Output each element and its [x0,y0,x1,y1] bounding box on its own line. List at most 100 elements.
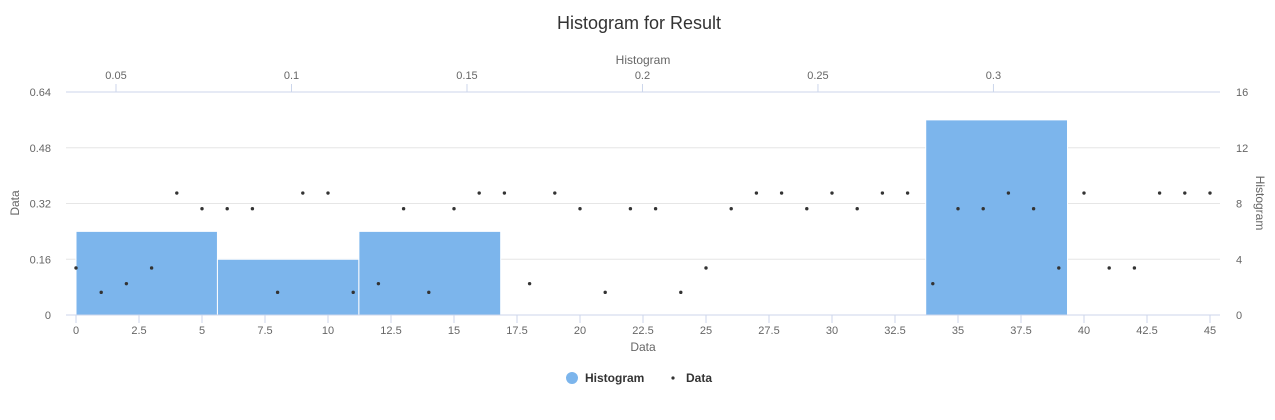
legend-item-data[interactable]: Data [671,371,712,385]
y2-tick-label: 0 [1236,310,1242,322]
data-point[interactable] [477,191,481,195]
data-point[interactable] [326,191,330,195]
x-tick-label: 10 [322,325,334,337]
y2-tick-label: 16 [1236,87,1248,99]
x-tick-label: 0 [73,325,79,337]
x2-tick-label: 0.3 [986,70,1001,82]
data-point[interactable] [1031,207,1036,211]
data-point[interactable] [578,207,582,211]
histogram-bar[interactable] [358,230,502,316]
data-point[interactable] [1183,191,1187,195]
y-tick-label: 0.64 [30,87,51,99]
y2-axis-title: Histogram [1253,176,1267,231]
histogram-bar[interactable] [75,230,218,316]
x-tick-label: 45 [1204,325,1216,337]
data-point[interactable] [275,290,280,295]
data-point[interactable] [729,207,733,211]
legend-histogram-swatch [566,372,578,384]
x-tick-label: 25 [700,325,712,337]
x-tick-label: 27.5 [758,325,779,337]
x2-tick-label: 0.05 [105,70,126,82]
data-point[interactable] [905,191,910,195]
data-point[interactable] [704,266,708,270]
data-point[interactable] [301,191,305,195]
data-point[interactable] [603,290,607,295]
x-tick-label: 12.5 [380,325,401,337]
data-point[interactable] [527,281,532,286]
data-point[interactable] [74,266,78,270]
data-point[interactable] [830,191,834,195]
data-point[interactable] [124,281,129,286]
data-point[interactable] [1107,266,1111,270]
data-point[interactable] [175,191,179,195]
x2-tick-label: 0.1 [284,70,299,82]
data-point[interactable] [452,207,456,211]
data-point[interactable] [679,290,683,295]
y-axis-title: Data [8,190,22,216]
x2-axis-title: Histogram [616,53,671,67]
data-point[interactable] [200,207,204,211]
data-point[interactable] [956,207,960,211]
x-tick-label: 30 [826,325,838,337]
x-tick-label: 35 [952,325,964,337]
legend-histogram-label: Histogram [585,371,644,385]
data-point[interactable] [981,207,985,211]
data-point[interactable] [754,191,759,195]
data-point[interactable] [376,281,381,286]
data-point[interactable] [1208,191,1212,195]
x-tick-label: 7.5 [257,325,272,337]
data-point[interactable] [1157,191,1162,195]
data-point[interactable] [351,290,355,295]
x-tick-label: 17.5 [506,325,527,337]
data-points [74,191,1212,295]
data-point[interactable] [628,207,633,211]
x-tick-label: 32.5 [884,325,905,337]
x-tick-label: 15 [448,325,460,337]
x-tick-label: 20 [574,325,586,337]
data-point[interactable] [1006,191,1011,195]
x-tick-label: 22.5 [632,325,653,337]
x-tick-label: 5 [199,325,205,337]
x2-tick-label: 0.15 [456,70,477,82]
data-point[interactable] [502,191,507,195]
y2-tick-label: 8 [1236,199,1242,211]
data-point[interactable] [149,266,154,270]
y-tick-label: 0.32 [30,199,51,211]
x-tick-label: 40 [1078,325,1090,337]
legend: Histogram Data [566,371,712,385]
x2-tick-label: 0.25 [807,70,828,82]
data-point[interactable] [805,207,809,211]
data-point[interactable] [855,207,859,211]
data-point[interactable] [931,281,935,286]
legend-item-histogram[interactable]: Histogram [566,371,644,385]
axes: 0 0.16 0.32 0.48 0.64 0 4 8 12 16 0 2.5 5 7.5 10 12.5 15… [30,70,1249,337]
x-axis-title: Data [630,340,656,354]
y2-tick-label: 12 [1236,143,1248,155]
y-tick-label: 0 [45,310,51,322]
data-point[interactable] [553,191,557,195]
legend-data-label: Data [686,371,712,385]
data-point[interactable] [401,207,406,211]
data-point[interactable] [653,207,658,211]
x2-tick-label: 0.2 [635,70,650,82]
data-point[interactable] [99,290,103,295]
histogram-bar[interactable] [925,119,1069,316]
legend-data-swatch [671,376,675,380]
data-point[interactable] [225,207,229,211]
y-tick-label: 0.16 [30,254,51,266]
data-point[interactable] [250,207,255,211]
data-point[interactable] [779,191,784,195]
y2-tick-label: 4 [1236,254,1242,266]
x-tick-label: 37.5 [1010,325,1031,337]
data-point[interactable] [1132,266,1137,270]
y-tick-label: 0.48 [30,143,51,155]
histogram-bar[interactable] [216,258,360,316]
histogram-bars [75,119,1069,316]
x-tick-label: 2.5 [131,325,146,337]
data-point[interactable] [880,191,885,195]
data-point[interactable] [427,290,431,295]
x-tick-label: 42.5 [1136,325,1157,337]
data-point[interactable] [1082,191,1086,195]
data-point[interactable] [1057,266,1061,270]
